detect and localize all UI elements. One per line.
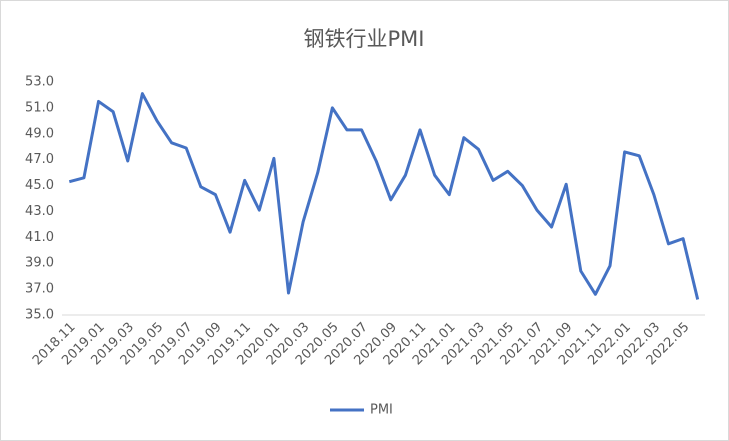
y-tick-label: 37.0 [25, 282, 54, 297]
y-tick-label: 39.0 [25, 256, 54, 271]
legend-label: PMI [370, 403, 393, 418]
series-line [68, 92, 700, 300]
y-tick-label: 35.0 [25, 308, 54, 323]
y-tick-label: 43.0 [25, 204, 54, 219]
y-tick-label: 49.0 [25, 126, 54, 141]
y-tick-label: 47.0 [25, 152, 54, 167]
y-tick-label: 45.0 [25, 178, 54, 193]
chart-title: 钢铁行业PMI [304, 27, 425, 51]
y-tick-label: 41.0 [25, 230, 54, 245]
y-tick-label: 51.0 [25, 100, 54, 115]
y-tick-label: 53.0 [25, 75, 54, 90]
